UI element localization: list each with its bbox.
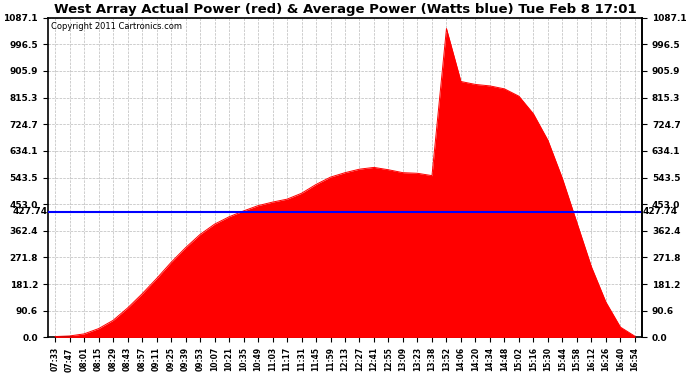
Text: Copyright 2011 Cartronics.com: Copyright 2011 Cartronics.com <box>51 22 181 32</box>
Title: West Array Actual Power (red) & Average Power (Watts blue) Tue Feb 8 17:01: West Array Actual Power (red) & Average … <box>54 3 636 16</box>
Text: 427.74: 427.74 <box>643 207 678 216</box>
Text: 427.74: 427.74 <box>12 207 47 216</box>
